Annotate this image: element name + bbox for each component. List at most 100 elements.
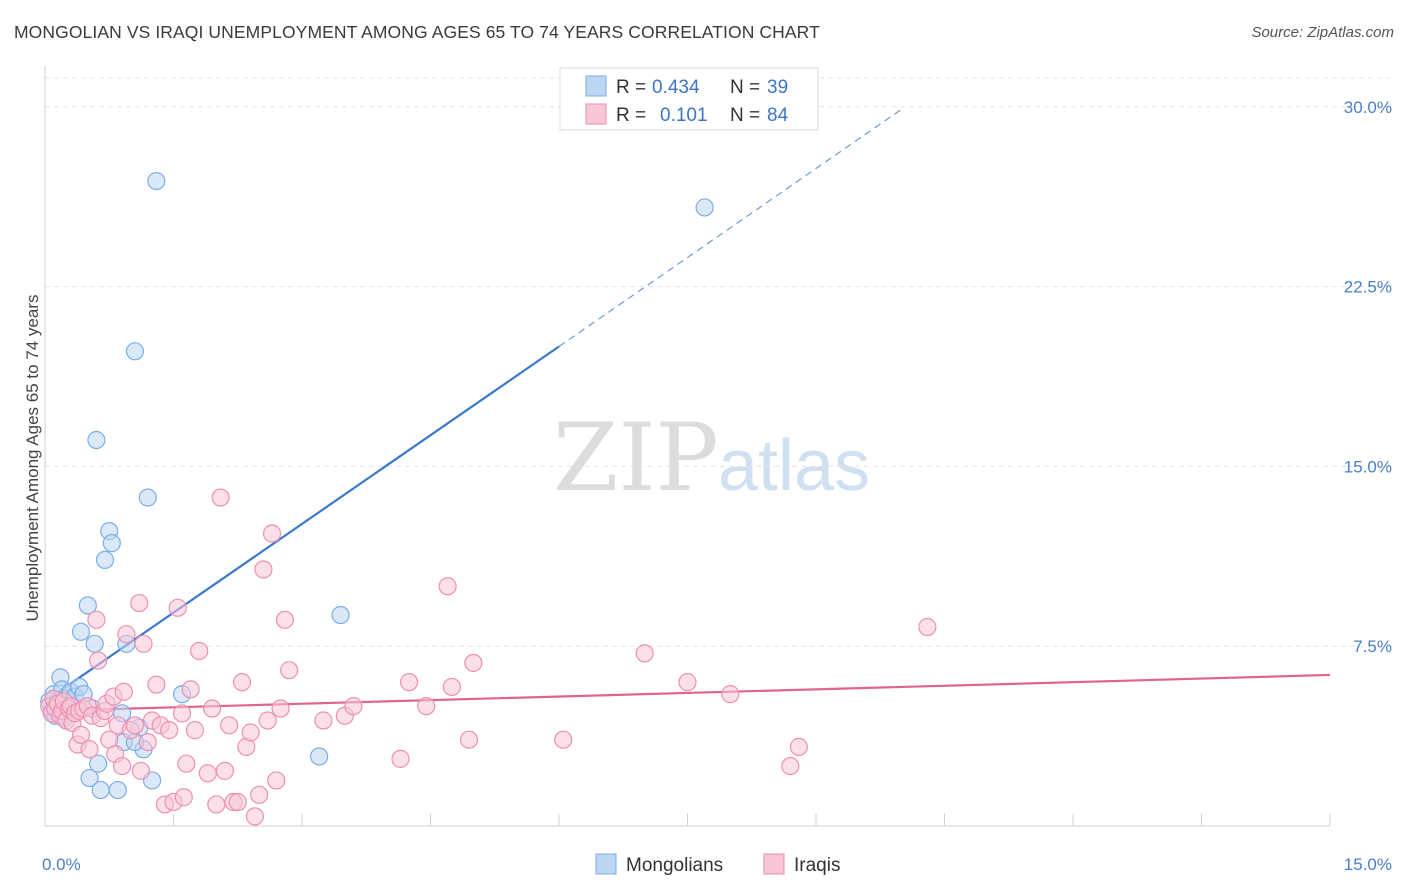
iraqis-point-75 <box>399 673 419 692</box>
y-tick-label-3: 30.0% <box>1344 98 1392 117</box>
mongolians-point-18 <box>87 430 106 450</box>
iraqis-point-73 <box>344 697 363 716</box>
mongolians-point-23 <box>102 534 121 553</box>
iraqis-point-58 <box>228 792 247 812</box>
iraqis-point-86 <box>789 737 808 756</box>
iraqis-point-87 <box>918 617 937 637</box>
iraqis-point-36 <box>134 634 153 653</box>
iraqis-point-42 <box>160 721 179 740</box>
series-swatch-mongolians <box>595 853 617 875</box>
iraqis-point-53 <box>207 795 226 814</box>
iraqis-trendline <box>44 673 1331 713</box>
iraqis-point-48 <box>181 680 200 699</box>
mongolians-point-35 <box>310 747 329 766</box>
iraqis-point-79 <box>459 730 479 749</box>
series-label-mongolians: Mongolians <box>626 855 723 876</box>
iraqis-point-46 <box>174 788 193 807</box>
iraqis-point-33 <box>125 716 145 735</box>
iraqis-point-59 <box>232 673 252 692</box>
iraqis-point-18 <box>80 740 99 759</box>
iraqis-point-20 <box>87 610 106 629</box>
mongolians-point-12 <box>71 622 91 641</box>
iraqis-point-62 <box>245 807 264 826</box>
mongolians-point-36 <box>331 605 350 625</box>
mongolians-point-17 <box>85 634 104 653</box>
iraqis-point-49 <box>185 721 205 740</box>
legend-r-value-2: 0.101 <box>660 105 708 126</box>
iraqis-point-52 <box>202 699 222 718</box>
iraqis-point-39 <box>147 675 166 694</box>
iraqis-point-47 <box>177 754 196 773</box>
iraqis-point-67 <box>267 771 286 790</box>
mongolians-point-19 <box>89 754 108 773</box>
legend-r-label-1: R = <box>616 77 646 98</box>
legend-n-value-2: 84 <box>767 105 789 126</box>
iraqis-point-51 <box>198 764 217 783</box>
iraqis-point-37 <box>138 732 157 752</box>
iraqis-point-64 <box>254 560 273 579</box>
mongolians-trendline-extension <box>558 108 903 348</box>
iraqis-point-80 <box>464 653 483 673</box>
source-credit: Source: ZipAtlas.com <box>1251 24 1394 41</box>
iraqis-point-74 <box>391 749 410 768</box>
iraqis-point-85 <box>781 756 800 776</box>
correlation-legend: R = 0.434 N = 39 R = 0.101 N = 84 <box>559 67 819 131</box>
legend-swatch-iraqis <box>585 103 607 125</box>
series-label-iraqis: Iraqis <box>794 855 840 876</box>
iraqis-point-29 <box>112 756 132 776</box>
iraqis-point-66 <box>262 524 282 543</box>
y-tick-label-0: 7.5% <box>1353 637 1392 656</box>
data-points <box>40 171 937 826</box>
iraqis-point-35 <box>131 761 151 780</box>
mongolians-point-31 <box>138 488 157 507</box>
legend-n-label-1: N = <box>730 77 760 98</box>
mongolians-point-28 <box>125 342 145 361</box>
series-swatch-iraqis <box>763 853 785 875</box>
y-tick-label-2: 22.5% <box>1344 278 1392 297</box>
chart-title: MONGOLIAN VS IRAQI UNEMPLOYMENT AMONG AG… <box>14 22 820 42</box>
iraqis-point-83 <box>678 673 697 692</box>
mongolians-point-14 <box>78 596 97 615</box>
iraqis-point-65 <box>258 711 277 730</box>
iraqis-point-69 <box>275 610 294 629</box>
legend-n-label-2: N = <box>730 105 760 126</box>
iraqis-point-61 <box>241 723 260 742</box>
axes: 7.5% 15.0% 22.5% 30.0% 0.0% 15.0% <box>42 66 1392 874</box>
iraqis-point-31 <box>117 625 136 644</box>
legend-n-value-1: 39 <box>767 77 788 98</box>
iraqis-point-63 <box>250 785 269 804</box>
iraqis-point-70 <box>280 661 299 680</box>
iraqis-point-71 <box>314 711 333 730</box>
y-tick-label-1: 15.0% <box>1344 457 1392 476</box>
iraqis-point-78 <box>442 677 462 697</box>
iraqis-point-56 <box>220 716 239 735</box>
mongolians-point-33 <box>147 171 166 191</box>
iraqis-point-45 <box>172 704 192 723</box>
iraqis-point-55 <box>215 761 234 780</box>
iraqis-point-81 <box>554 730 573 749</box>
iraqis-point-82 <box>635 644 654 663</box>
x-tick-label-1: 15.0% <box>1344 855 1392 874</box>
iraqis-point-44 <box>168 598 187 617</box>
iraqis-point-68 <box>271 699 290 718</box>
iraqis-point-76 <box>417 697 436 716</box>
legend-swatch-mongolians <box>585 75 607 97</box>
mongolians-point-21 <box>95 550 115 569</box>
iraqis-point-84 <box>721 685 740 704</box>
mongolians-point-15 <box>80 768 99 788</box>
y-axis-label: Unemployment Among Ages 65 to 74 years <box>23 295 42 622</box>
iraqis-point-50 <box>190 641 209 661</box>
iraqis-point-15 <box>71 725 91 744</box>
mongolians-point-20 <box>91 780 110 800</box>
iraqis-point-77 <box>438 577 457 596</box>
iraqis-point-21 <box>89 651 108 670</box>
x-tick-label-0: 0.0% <box>42 855 81 874</box>
iraqis-point-30 <box>114 682 133 701</box>
mongolians-point-24 <box>108 780 127 800</box>
iraqis-point-34 <box>130 593 149 613</box>
series-legend: Mongolians Iraqis <box>595 853 840 876</box>
legend-r-value-1: 0.434 <box>652 77 700 98</box>
legend-r-label-2: R = <box>616 105 646 126</box>
mongolians-point-37 <box>695 198 714 217</box>
